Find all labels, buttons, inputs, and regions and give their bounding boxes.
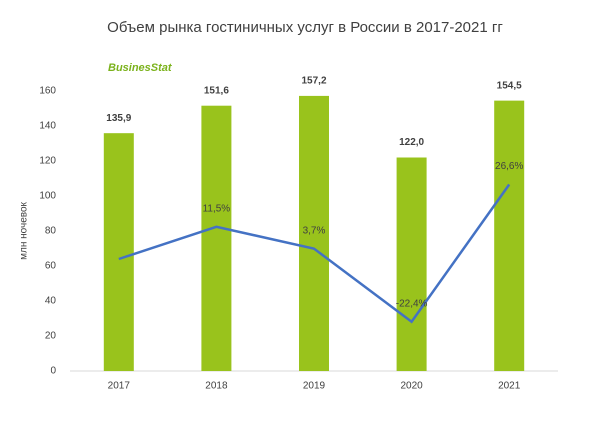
x-tick-label: 2020 — [400, 381, 423, 392]
x-tick-label: 2019 — [303, 381, 326, 392]
y-tick-label: 0 — [50, 366, 56, 377]
line-value-label: 26,6% — [495, 161, 523, 172]
bar — [494, 100, 525, 371]
line-value-label: -22,4% — [396, 298, 428, 309]
y-tick-label: 80 — [45, 226, 57, 237]
bar — [396, 157, 427, 371]
y-tick-label: 140 — [39, 121, 56, 132]
bar-value-label: 157,2 — [301, 76, 326, 87]
line — [118, 183, 511, 324]
chart-title: Объем рынка гостиничных услуг в России в… — [107, 19, 503, 36]
bar-value-label: 122,0 — [399, 137, 424, 148]
y-tick-label: 20 — [45, 331, 57, 342]
logo: BusinesStat — [108, 62, 173, 74]
y-tick-label: 160 — [39, 86, 56, 97]
bar-value-label: 135,9 — [106, 113, 131, 124]
y-tick-label: 60 — [45, 261, 57, 272]
y-axis-label: млн ночевок — [19, 201, 30, 259]
line-value-label: 11,5% — [203, 203, 231, 214]
y-tick-label: 40 — [45, 296, 57, 307]
y-tick-label: 100 — [39, 191, 56, 202]
bar-value-label: 154,5 — [497, 80, 522, 91]
bar — [103, 133, 134, 371]
bar — [299, 95, 329, 372]
bar — [201, 105, 232, 371]
line-value-label: 3,7% — [303, 225, 326, 236]
x-tick-label: 2018 — [205, 381, 228, 392]
x-tick-label: 2017 — [108, 381, 131, 392]
y-tick-label: 120 — [39, 156, 56, 167]
bar-value-label: 151,6 — [204, 85, 229, 96]
x-tick-label: 2021 — [498, 381, 521, 392]
